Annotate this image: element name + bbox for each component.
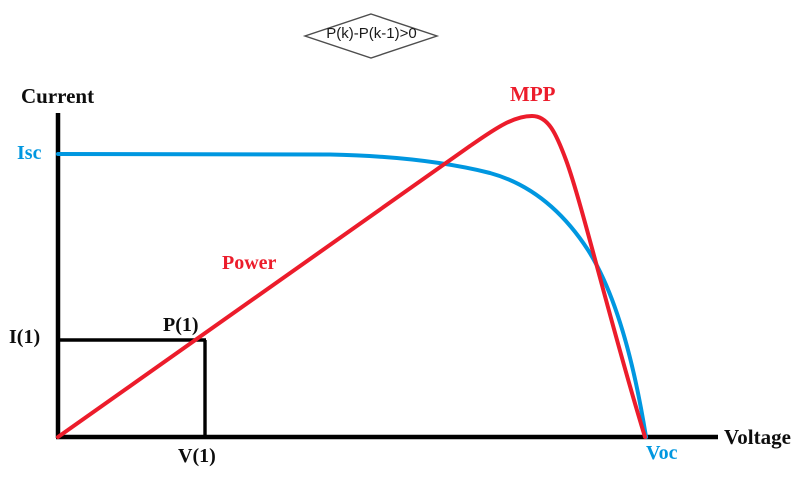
voc-label: Voc <box>646 442 678 464</box>
power-curve-label: Power <box>222 252 277 274</box>
power-curve <box>56 113 647 439</box>
x-axis-title: Voltage <box>724 425 791 449</box>
decision-diamond-shape <box>302 13 440 59</box>
mpp-label: MPP <box>510 82 556 106</box>
iv-curve <box>56 152 648 439</box>
y-axis-title: Current <box>21 84 95 108</box>
power-point-label-p1: P(1) <box>163 314 199 336</box>
isc-label: Isc <box>17 142 42 164</box>
decision-diamond-label: P(k)-P(k-1)>0 <box>326 25 417 42</box>
current-point-label-i1: I(1) <box>9 326 41 348</box>
voltage-point-label-v1: V(1) <box>178 445 216 467</box>
